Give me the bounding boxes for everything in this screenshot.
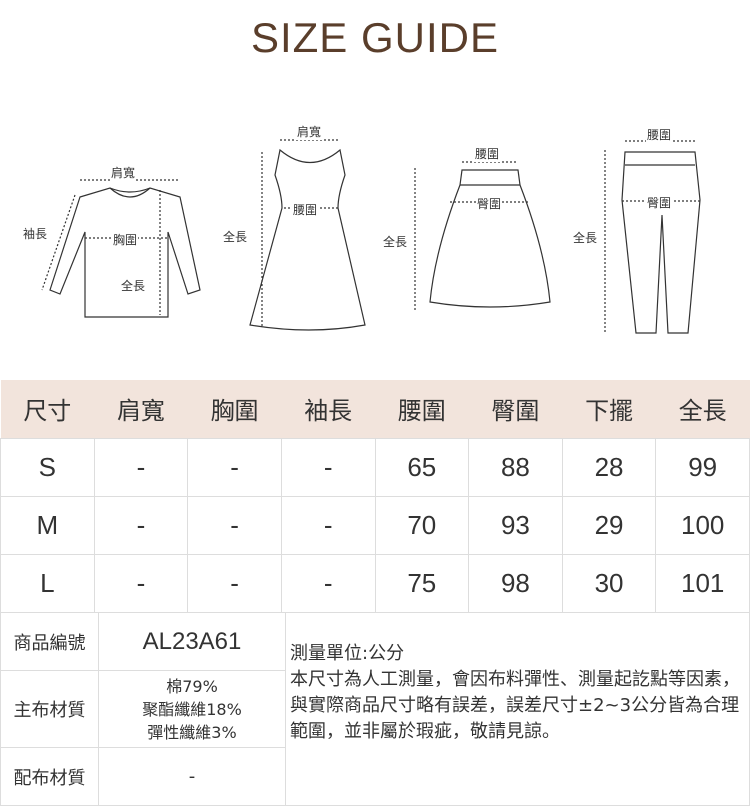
label-pants-hip: 臀圍: [646, 194, 673, 211]
dress-diagram: [249, 139, 366, 331]
header-shoulder: 肩寬: [94, 380, 188, 438]
cell: L: [0, 553, 95, 613]
label-skirt-waist: 腰圍: [474, 145, 501, 162]
label-skirt-length: 全長: [382, 233, 409, 250]
cell: M: [0, 495, 95, 555]
label-dress-shoulder: 肩寬: [296, 123, 323, 140]
cell: 65: [374, 437, 470, 497]
pants-diagram: [604, 140, 701, 334]
cell: 98: [468, 553, 563, 613]
cell: 70: [374, 495, 470, 555]
skirt-diagram: [414, 161, 551, 310]
cell: -: [93, 495, 189, 555]
fabric-line: 彈性纖維3%: [147, 722, 237, 742]
label-top-sleeve: 袖長: [22, 225, 49, 242]
main-fabric: 棉79% 聚酯纖維18% 彈性纖維3%: [98, 670, 286, 748]
top-diagram: [41, 179, 201, 318]
cell: -: [280, 437, 376, 497]
header-length: 全長: [655, 380, 750, 438]
cell: -: [187, 495, 282, 555]
fabric-line: 聚酯纖維18%: [142, 699, 242, 719]
fabric-line: 棉79%: [166, 676, 218, 696]
cell: -: [187, 437, 282, 497]
cell: 99: [655, 437, 750, 497]
table-row: L - - -75 98 30 101: [0, 553, 750, 613]
cell: 93: [468, 495, 563, 555]
cell: S: [0, 437, 95, 497]
cell: 88: [468, 437, 563, 497]
code-label: 商品編號: [0, 612, 99, 671]
label-top-chest: 胸圍: [112, 231, 139, 248]
table-header-row: 尺寸 肩寬 胸圍 袖長 腰圍 臀圍 下擺 全長: [0, 380, 750, 438]
cell: 30: [561, 553, 657, 613]
label-dress-waist: 腰圍: [292, 201, 319, 218]
label-top-shoulder: 肩寬: [110, 164, 137, 181]
header-size: 尺寸: [0, 380, 95, 438]
cell: -: [280, 495, 376, 555]
page-title: SIZE GUIDE: [250, 14, 500, 61]
label-top-length: 全長: [120, 277, 147, 294]
note-text: 本尺寸為人工測量，會因布料彈性、測量起訖點等因素，與實際商品尺寸略有誤差，誤差尺…: [290, 669, 740, 742]
header-chest: 胸圍: [187, 380, 282, 438]
header-waist: 腰圍: [375, 380, 469, 438]
header-sleeve: 袖長: [281, 380, 375, 438]
table-row: M - - -70 93 29 100: [0, 495, 750, 555]
cell: -: [93, 437, 189, 497]
product-code: AL23A61: [98, 612, 286, 671]
header-hip: 臀圍: [468, 380, 563, 438]
label-pants-waist: 腰圍: [646, 126, 673, 143]
main-fabric-label: 主布材質: [0, 670, 99, 748]
label-pants-length: 全長: [572, 229, 599, 246]
measurement-note: 測量單位:公分 本尺寸為人工測量，會因布料彈性、測量起訖點等因素，與實際商品尺寸…: [285, 612, 750, 806]
garment-diagrams: [41, 139, 701, 334]
cell: 100: [655, 495, 750, 555]
table-row: S - - -65 88 28 99: [0, 437, 750, 497]
label-skirt-hip: 臀圍: [476, 195, 503, 212]
cell: -: [93, 553, 189, 613]
sub-fabric-label: 配布材質: [0, 747, 99, 806]
label-dress-length: 全長: [222, 228, 249, 245]
cell: 28: [561, 437, 657, 497]
sub-fabric: -: [98, 747, 286, 806]
cell: 75: [374, 553, 470, 613]
size-table: 尺寸 肩寬 胸圍 袖長 腰圍 臀圍 下擺 全長 S - - -65 88 28 99 M--…: [0, 380, 750, 613]
cell: -: [280, 553, 376, 613]
cell: 101: [655, 553, 750, 613]
header-hem: 下擺: [562, 380, 656, 438]
cell: 29: [561, 495, 657, 555]
unit-text: 測量單位:公分: [290, 643, 405, 664]
cell: -: [187, 553, 282, 613]
